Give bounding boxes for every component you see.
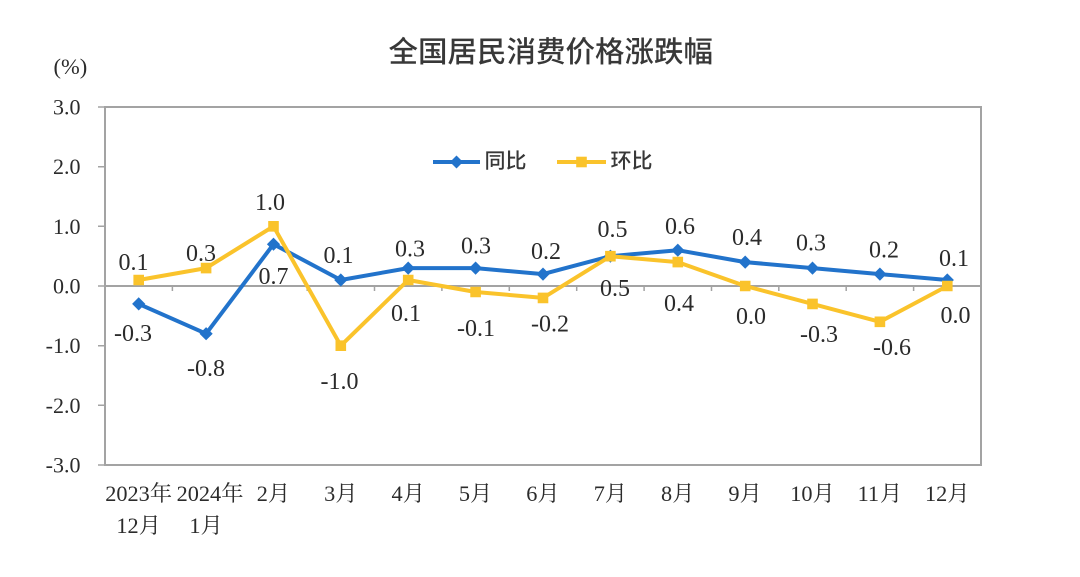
svg-text:(%): (%) — [54, 54, 88, 79]
svg-text:-0.8: -0.8 — [187, 356, 225, 382]
svg-text:0.4: 0.4 — [664, 291, 694, 317]
svg-text:2023: 2023 — [105, 481, 150, 506]
svg-text:0.5: 0.5 — [600, 276, 630, 302]
svg-text:0.0: 0.0 — [53, 274, 81, 299]
svg-text:-0.1: -0.1 — [457, 316, 495, 342]
svg-text:0.2: 0.2 — [531, 239, 561, 265]
svg-text:12: 12 — [116, 513, 138, 538]
svg-text:1.0: 1.0 — [53, 214, 81, 239]
svg-text:-0.2: -0.2 — [531, 312, 569, 338]
svg-text:2: 2 — [257, 481, 268, 506]
svg-text:0.7: 0.7 — [259, 264, 289, 290]
svg-text:0.1: 0.1 — [119, 250, 149, 276]
svg-text:-1.0: -1.0 — [46, 333, 81, 358]
svg-text:4: 4 — [392, 481, 403, 506]
svg-text:0.3: 0.3 — [395, 237, 425, 263]
svg-text:1.0: 1.0 — [255, 190, 285, 216]
svg-text:-0.3: -0.3 — [800, 322, 838, 348]
svg-text:0.3: 0.3 — [796, 231, 826, 257]
svg-text:10: 10 — [790, 481, 812, 506]
svg-text:0.3: 0.3 — [186, 241, 216, 267]
svg-text:0.1: 0.1 — [391, 301, 421, 327]
svg-text:0.2: 0.2 — [869, 238, 899, 264]
svg-text:-0.6: -0.6 — [873, 335, 911, 361]
svg-text:2024: 2024 — [177, 481, 222, 506]
svg-text:0.6: 0.6 — [665, 214, 695, 240]
svg-text:9: 9 — [728, 481, 739, 506]
svg-text:0.1: 0.1 — [939, 246, 969, 272]
svg-text:0.3: 0.3 — [461, 234, 491, 260]
svg-text:-0.3: -0.3 — [114, 321, 152, 347]
svg-text:5: 5 — [459, 481, 470, 506]
svg-text:0.1: 0.1 — [324, 243, 354, 269]
svg-text:12: 12 — [925, 481, 947, 506]
svg-text:3: 3 — [324, 481, 335, 506]
svg-text:-2.0: -2.0 — [46, 393, 81, 418]
svg-text:0.4: 0.4 — [732, 225, 762, 251]
svg-text:7: 7 — [594, 481, 605, 506]
svg-text:1: 1 — [189, 513, 200, 538]
svg-text:3.0: 3.0 — [53, 95, 81, 120]
svg-text:6: 6 — [526, 481, 537, 506]
svg-text:11: 11 — [858, 481, 879, 506]
svg-text:0.0: 0.0 — [736, 304, 766, 330]
svg-text:0.0: 0.0 — [941, 303, 971, 329]
svg-text:-1.0: -1.0 — [321, 369, 359, 395]
svg-text:-3.0: -3.0 — [46, 453, 81, 478]
svg-text:8: 8 — [661, 481, 672, 506]
svg-text:2.0: 2.0 — [53, 154, 81, 179]
svg-text:0.5: 0.5 — [598, 217, 628, 243]
